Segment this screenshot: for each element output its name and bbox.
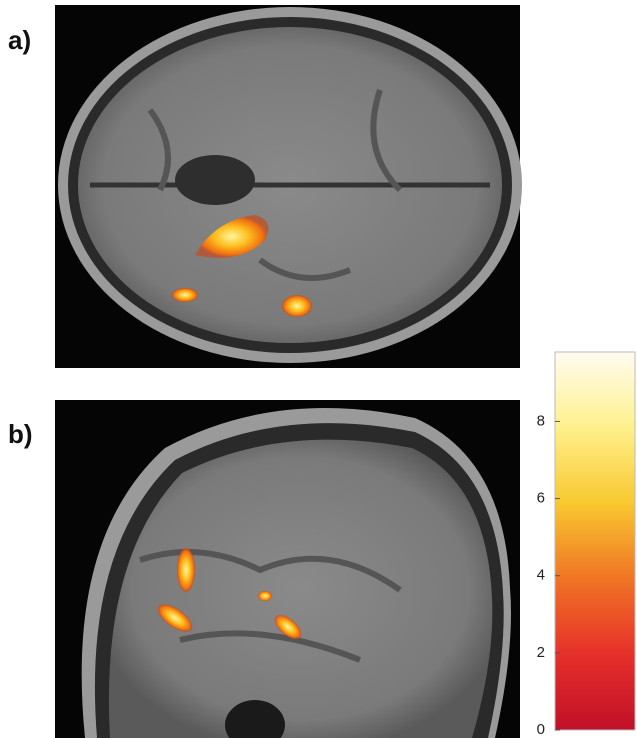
panel-label: b) bbox=[8, 419, 33, 449]
panel-label: a) bbox=[8, 25, 31, 55]
axial-image bbox=[55, 5, 522, 368]
colorbar-tick-label: 2 bbox=[537, 644, 545, 661]
colorbar-tick-label: 0 bbox=[537, 721, 545, 738]
colorbar-tick-label: 4 bbox=[537, 567, 545, 584]
sagittal-image bbox=[55, 400, 520, 738]
figure: a) b) 0 2 4 6 8 bbox=[0, 0, 637, 738]
colorbar-tick-label: 6 bbox=[537, 490, 545, 507]
colorbar bbox=[555, 352, 635, 730]
colorbar-tick-label: 8 bbox=[537, 412, 545, 429]
